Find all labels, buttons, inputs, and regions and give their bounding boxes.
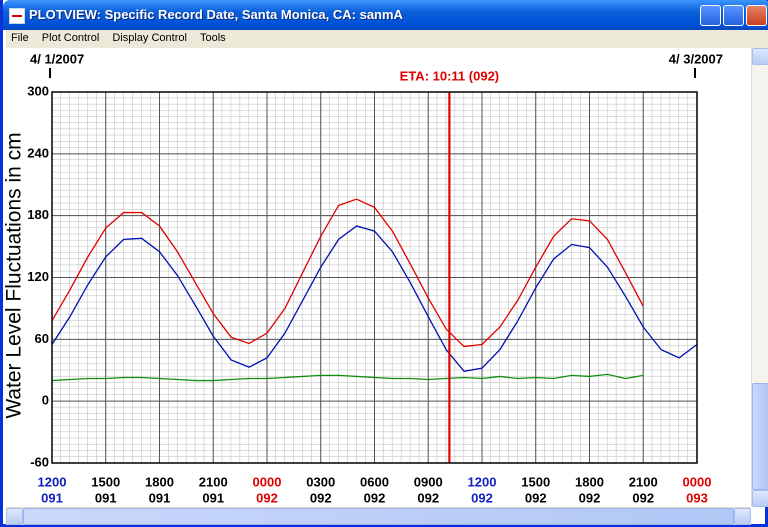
series-line — [51, 198, 644, 348]
x-tick-day: 092 — [417, 490, 439, 505]
series-line — [51, 373, 644, 382]
eta-label: ETA: 10:11 (092) — [400, 68, 499, 83]
y-tick-label: 120 — [27, 269, 49, 284]
scroll-left[interactable] — [6, 508, 23, 525]
x-tick-day: 092 — [364, 490, 386, 505]
x-tick-label: 1500 — [91, 474, 120, 489]
y-tick-label: 60 — [35, 331, 49, 346]
x-tick-day: 092 — [525, 490, 547, 505]
x-tick-day: 092 — [256, 490, 278, 505]
menu-item[interactable]: Tools — [200, 32, 226, 44]
scroll-thumb[interactable] — [752, 383, 768, 490]
x-tick-day: 091 — [95, 490, 117, 505]
maximize-button[interactable] — [723, 5, 744, 26]
x-tick-day: 092 — [579, 490, 601, 505]
date-label: 4/ 3/2007 — [669, 51, 723, 66]
x-tick-label: 0900 — [414, 474, 443, 489]
y-tick-label: 300 — [27, 83, 49, 98]
app-icon — [9, 8, 25, 24]
x-tick-label: 0000 — [683, 474, 712, 489]
y-tick-label: 180 — [27, 207, 49, 222]
x-tick-label: 1800 — [145, 474, 174, 489]
x-tick-label: 2100 — [629, 474, 658, 489]
chart: -600601201802403001200091150009118000912… — [3, 51, 723, 505]
menu-bar: File Plot Control Display Control Tools — [6, 30, 768, 48]
x-tick-label: 1800 — [575, 474, 604, 489]
window-title: PLOTVIEW: Specific Record Date, Santa Mo… — [29, 7, 403, 22]
menu-item[interactable]: Display Control — [112, 32, 187, 44]
close-button[interactable] — [746, 5, 767, 26]
y-tick-label: 240 — [27, 145, 49, 160]
plot-border — [51, 91, 698, 464]
horizontal-scrollbar[interactable] — [6, 507, 751, 525]
vertical-scrollbar[interactable] — [751, 48, 768, 507]
scroll-up[interactable] — [752, 48, 768, 65]
x-tick-label: 1200 — [468, 474, 497, 489]
y-tick-label: -60 — [30, 454, 49, 469]
y-tick-label: 0 — [42, 393, 49, 408]
scroll-thumb[interactable] — [23, 508, 734, 525]
x-tick-day: 091 — [149, 490, 171, 505]
x-tick-label: 0600 — [360, 474, 389, 489]
date-label: 4/ 1/2007 — [30, 51, 84, 66]
scroll-right[interactable] — [734, 508, 751, 525]
series-line — [51, 225, 698, 372]
y-axis-label: Water Level Fluctuations in cm — [3, 132, 26, 418]
x-tick-day: 092 — [632, 490, 654, 505]
x-tick-label: 1500 — [521, 474, 550, 489]
x-tick-label: 2100 — [199, 474, 228, 489]
title-bar: PLOTVIEW: Specific Record Date, Santa Mo… — [3, 0, 768, 30]
minimize-button[interactable] — [700, 5, 721, 26]
x-tick-day: 092 — [471, 490, 493, 505]
x-tick-label: 0300 — [306, 474, 335, 489]
x-tick-label: 1200 — [38, 474, 67, 489]
x-tick-day: 091 — [202, 490, 224, 505]
x-tick-day: 091 — [41, 490, 63, 505]
x-tick-day: 092 — [310, 490, 332, 505]
menu-item[interactable]: File — [11, 32, 29, 44]
scroll-down[interactable] — [752, 490, 768, 507]
x-tick-label: 0000 — [253, 474, 282, 489]
x-tick-day: 093 — [686, 490, 708, 505]
menu-item[interactable]: Plot Control — [41, 32, 100, 44]
